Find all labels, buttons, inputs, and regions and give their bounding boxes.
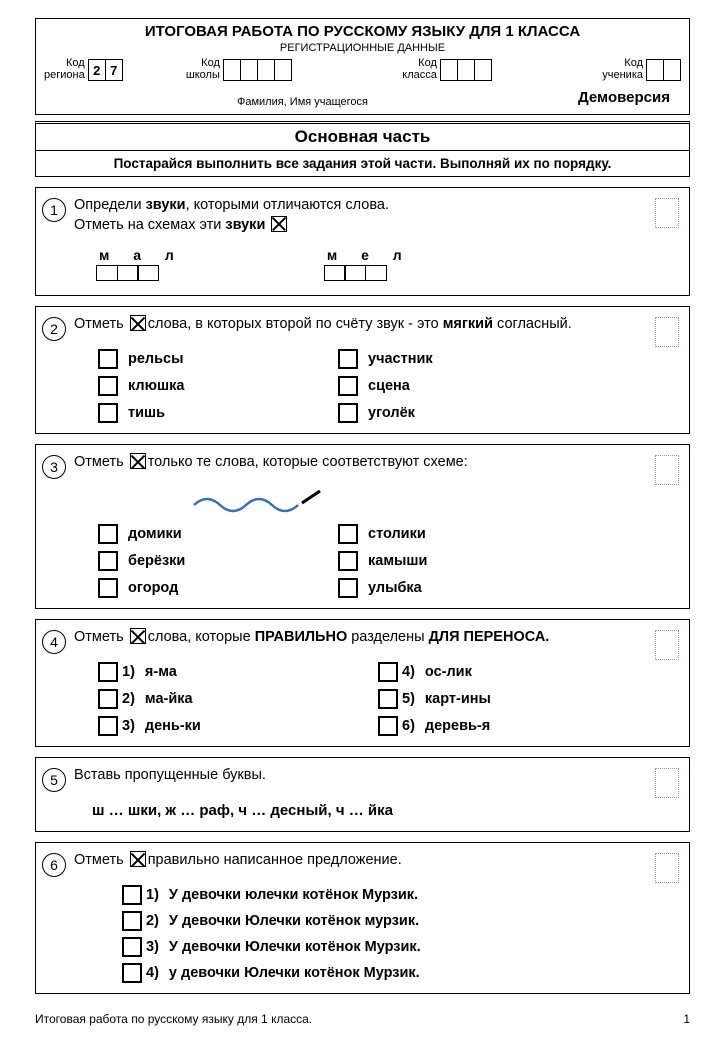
score-box[interactable]	[655, 768, 679, 798]
task-1-text: Определи звуки, которыми отличаются слов…	[74, 196, 679, 235]
school-cell[interactable]	[223, 59, 241, 81]
registration-label: РЕГИСТРАЦИОННЫЕ ДАННЫЕ	[36, 42, 689, 57]
word-1: м а л	[99, 247, 184, 263]
task-number: 2	[42, 317, 66, 341]
footer-page-number: 1	[683, 1012, 690, 1026]
page-title: ИТОГОВАЯ РАБОТА ПО РУССКОМУ ЯЗЫКУ ДЛЯ 1 …	[36, 19, 689, 42]
checkbox[interactable]	[98, 716, 118, 736]
checkbox[interactable]	[122, 963, 142, 983]
task-2: 2 Отметь слова, в которых второй по счёт…	[35, 306, 690, 434]
school-code-group: Кодшколы	[186, 57, 292, 81]
task-3: 3 Отметь только те слова, которые соотве…	[35, 444, 690, 609]
schema-1[interactable]	[96, 265, 184, 281]
region-label: Кодрегиона	[44, 57, 85, 81]
task-number: 6	[42, 853, 66, 877]
region-code-group: Кодрегиона 2 7	[44, 57, 123, 81]
task-number: 4	[42, 630, 66, 654]
school-cell[interactable]	[257, 59, 275, 81]
checkbox[interactable]	[378, 716, 398, 736]
checkbox[interactable]	[338, 524, 358, 544]
class-label: Кодкласса	[402, 57, 437, 81]
task-4: 4 Отметь слова, которые ПРАВИЛЬНО раздел…	[35, 619, 690, 747]
school-cell[interactable]	[240, 59, 258, 81]
student-code-group: Кодученика	[602, 57, 681, 81]
checkbox[interactable]	[338, 551, 358, 571]
task-1: 1 Определи звуки, которыми отличаются сл…	[35, 187, 690, 296]
wave-schema	[192, 487, 679, 516]
student-cell[interactable]	[663, 59, 681, 81]
schema-2[interactable]	[324, 265, 412, 281]
checkbox[interactable]	[98, 376, 118, 396]
task-number: 1	[42, 198, 66, 222]
task-3-options: домики берёзки огород столики камыши улы…	[98, 524, 679, 598]
task-2-options: рельсы клюшка тишь участник сцена уголёк	[98, 349, 679, 423]
region-cell-2[interactable]: 7	[105, 59, 123, 81]
student-cell[interactable]	[646, 59, 664, 81]
checkbox-icon	[271, 216, 287, 232]
footer-left: Итоговая работа по русскому языку для 1 …	[35, 1012, 312, 1026]
class-cell[interactable]	[474, 59, 492, 81]
task-6: 6 Отметь правильно написанное предложени…	[35, 842, 690, 994]
task-5-text: Вставь пропущенные буквы.	[74, 766, 679, 786]
region-cell-1[interactable]: 2	[88, 59, 106, 81]
checkbox-icon	[130, 628, 146, 644]
class-code-group: Кодкласса	[402, 57, 492, 81]
school-cell[interactable]	[274, 59, 292, 81]
task-6-text: Отметь правильно написанное предложение.	[74, 851, 679, 871]
checkbox[interactable]	[98, 349, 118, 369]
class-cell[interactable]	[457, 59, 475, 81]
task-4-options: 1)я-ма 2)ма-йка 3)день-ки 4)ос-лик 5)кар…	[98, 662, 679, 736]
task-number: 3	[42, 455, 66, 479]
score-box[interactable]	[655, 853, 679, 883]
school-label: Кодшколы	[186, 57, 220, 81]
task-5-fill[interactable]: ш … шки, ж … раф, ч … десный, ч … йка	[92, 802, 679, 819]
checkbox[interactable]	[98, 403, 118, 423]
task-1-words: м а л м е л	[96, 247, 679, 281]
checkbox-icon	[130, 851, 146, 867]
header-box: ИТОГОВАЯ РАБОТА ПО РУССКОМУ ЯЗЫКУ ДЛЯ 1 …	[35, 18, 690, 115]
checkbox[interactable]	[98, 689, 118, 709]
checkbox[interactable]	[378, 662, 398, 682]
checkbox[interactable]	[378, 689, 398, 709]
registration-row: Кодрегиона 2 7 Кодшколы Кодкласса	[36, 57, 689, 87]
main-section-box: Основная часть Постарайся выполнить все …	[35, 121, 690, 177]
wave-icon	[192, 487, 352, 513]
checkbox[interactable]	[122, 937, 142, 957]
checkbox[interactable]	[338, 376, 358, 396]
task-2-text: Отметь слова, в которых второй по счёту …	[74, 315, 679, 335]
checkbox[interactable]	[122, 911, 142, 931]
task-3-text: Отметь только те слова, которые соответс…	[74, 453, 679, 473]
checkbox[interactable]	[98, 662, 118, 682]
checkbox-icon	[130, 453, 146, 469]
checkbox-icon	[130, 315, 146, 331]
task-6-options: 1)У девочки юлечки котёнок Мурзик. 2)У д…	[122, 885, 679, 983]
demo-label: Демоверсия	[569, 89, 679, 108]
score-box[interactable]	[655, 455, 679, 485]
score-box[interactable]	[655, 630, 679, 660]
section-title: Основная часть	[36, 124, 689, 151]
score-box[interactable]	[655, 317, 679, 347]
page-footer: Итоговая работа по русскому языку для 1 …	[35, 1012, 690, 1026]
task-number: 5	[42, 768, 66, 792]
student-label: Кодученика	[602, 57, 643, 81]
name-caption: Фамилия, Имя учащегося	[237, 96, 368, 108]
name-row: Фамилия, Имя учащегося Демоверсия	[36, 87, 689, 114]
task-4-text: Отметь слова, которые ПРАВИЛЬНО разделен…	[74, 628, 679, 648]
class-cell[interactable]	[440, 59, 458, 81]
checkbox[interactable]	[98, 524, 118, 544]
task-5: 5 Вставь пропущенные буквы. ш … шки, ж ……	[35, 757, 690, 832]
checkbox[interactable]	[338, 403, 358, 423]
checkbox[interactable]	[98, 551, 118, 571]
checkbox[interactable]	[338, 578, 358, 598]
score-box[interactable]	[655, 198, 679, 228]
checkbox[interactable]	[122, 885, 142, 905]
word-2: м е л	[327, 247, 412, 263]
checkbox[interactable]	[338, 349, 358, 369]
section-subtitle: Постарайся выполнить все задания этой ча…	[36, 151, 689, 176]
checkbox[interactable]	[98, 578, 118, 598]
